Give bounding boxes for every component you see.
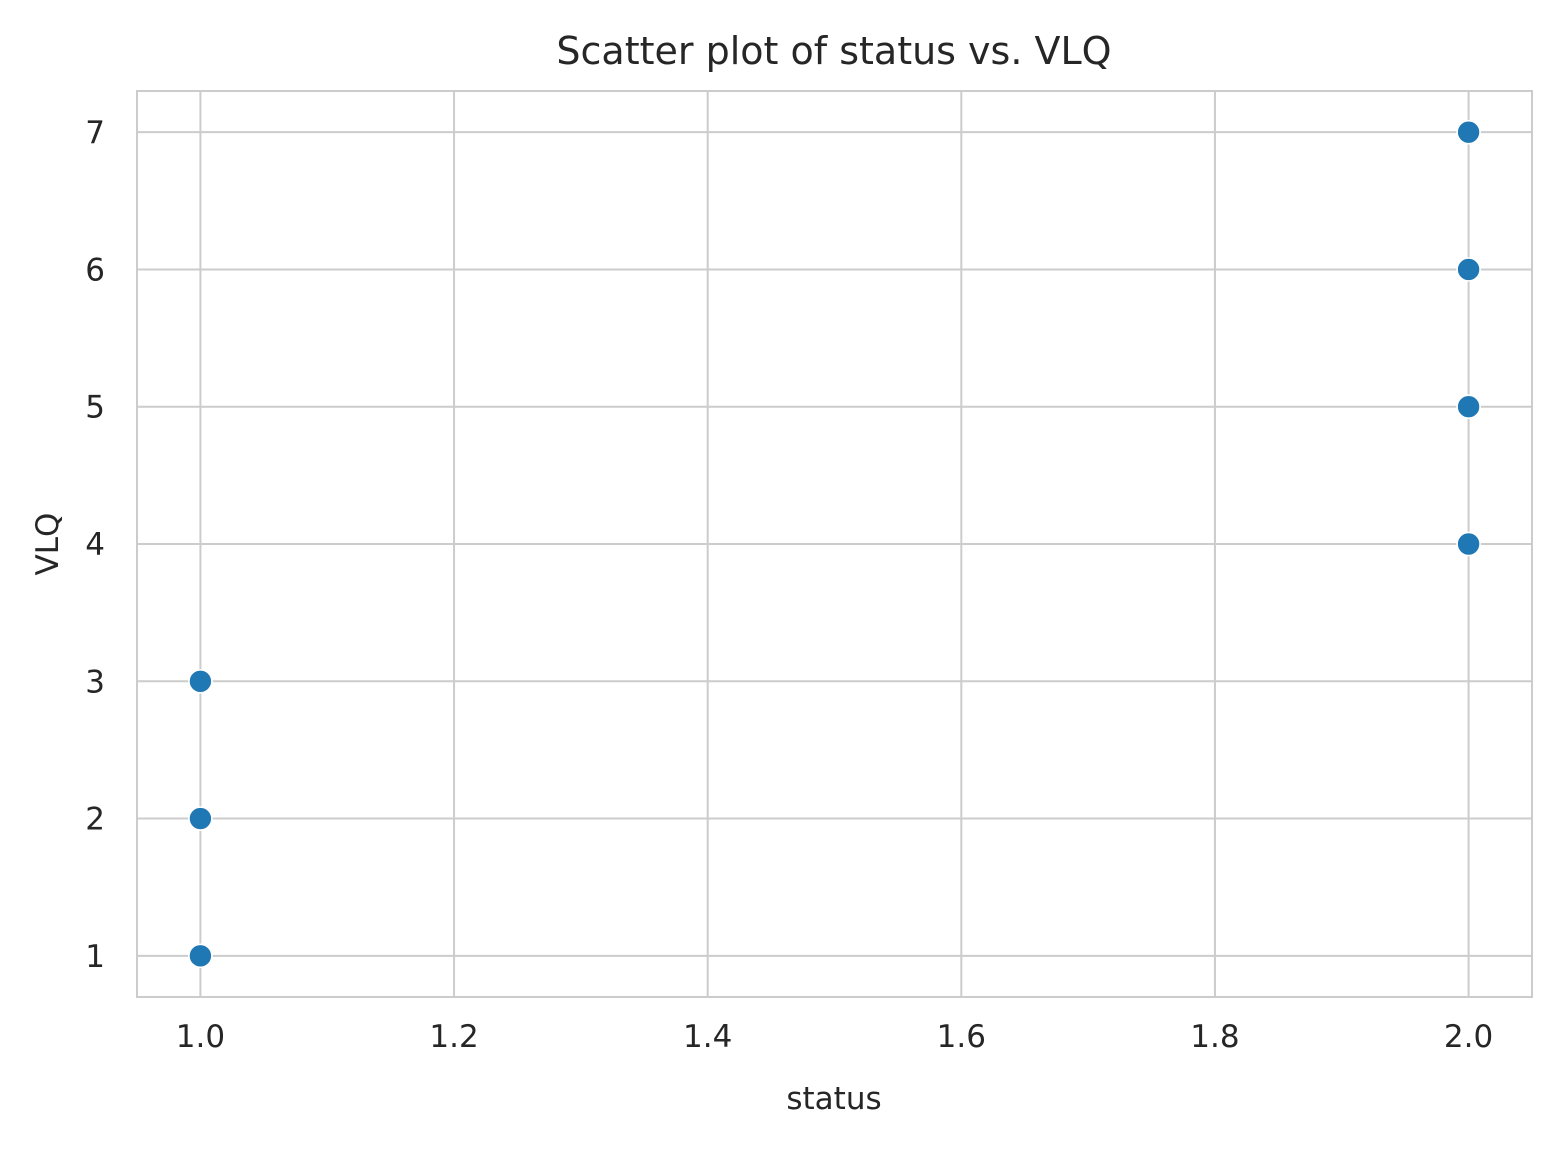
y-tick-label: 5 xyxy=(85,390,105,426)
y-tick-label: 6 xyxy=(85,252,105,288)
data-point xyxy=(1456,119,1481,145)
y-tick-label: 1 xyxy=(85,939,105,975)
data-point xyxy=(188,806,213,831)
x-tick-labels: 1.0 1.2 1.4 1.6 1.8 2.0 xyxy=(176,1019,1493,1055)
data-point xyxy=(1456,531,1481,557)
data-point xyxy=(1456,394,1481,420)
x-tick-label: 1.2 xyxy=(429,1019,478,1055)
chart-title: Scatter plot of status vs. VLQ xyxy=(556,29,1111,73)
x-tick-label: 1.0 xyxy=(176,1019,225,1055)
x-tick-label: 2.0 xyxy=(1444,1019,1493,1055)
y-tick-labels: 1 2 3 4 5 6 7 xyxy=(85,115,105,975)
x-tick-label: 1.6 xyxy=(937,1019,986,1055)
y-tick-label: 4 xyxy=(85,527,105,563)
y-tick-label: 2 xyxy=(85,802,105,838)
x-tick-label: 1.4 xyxy=(683,1019,732,1055)
data-point xyxy=(188,668,213,694)
y-tick-label: 7 xyxy=(85,115,105,151)
y-tick-label: 3 xyxy=(85,664,105,700)
data-point xyxy=(188,943,213,969)
data-points xyxy=(188,119,1481,969)
y-axis-label: VLQ xyxy=(30,513,66,576)
plot-frame xyxy=(136,90,1533,998)
data-point xyxy=(1456,257,1481,282)
x-tick-label: 1.8 xyxy=(1190,1019,1239,1055)
grid-lines xyxy=(137,91,1532,997)
x-axis-label: status xyxy=(786,1081,881,1117)
